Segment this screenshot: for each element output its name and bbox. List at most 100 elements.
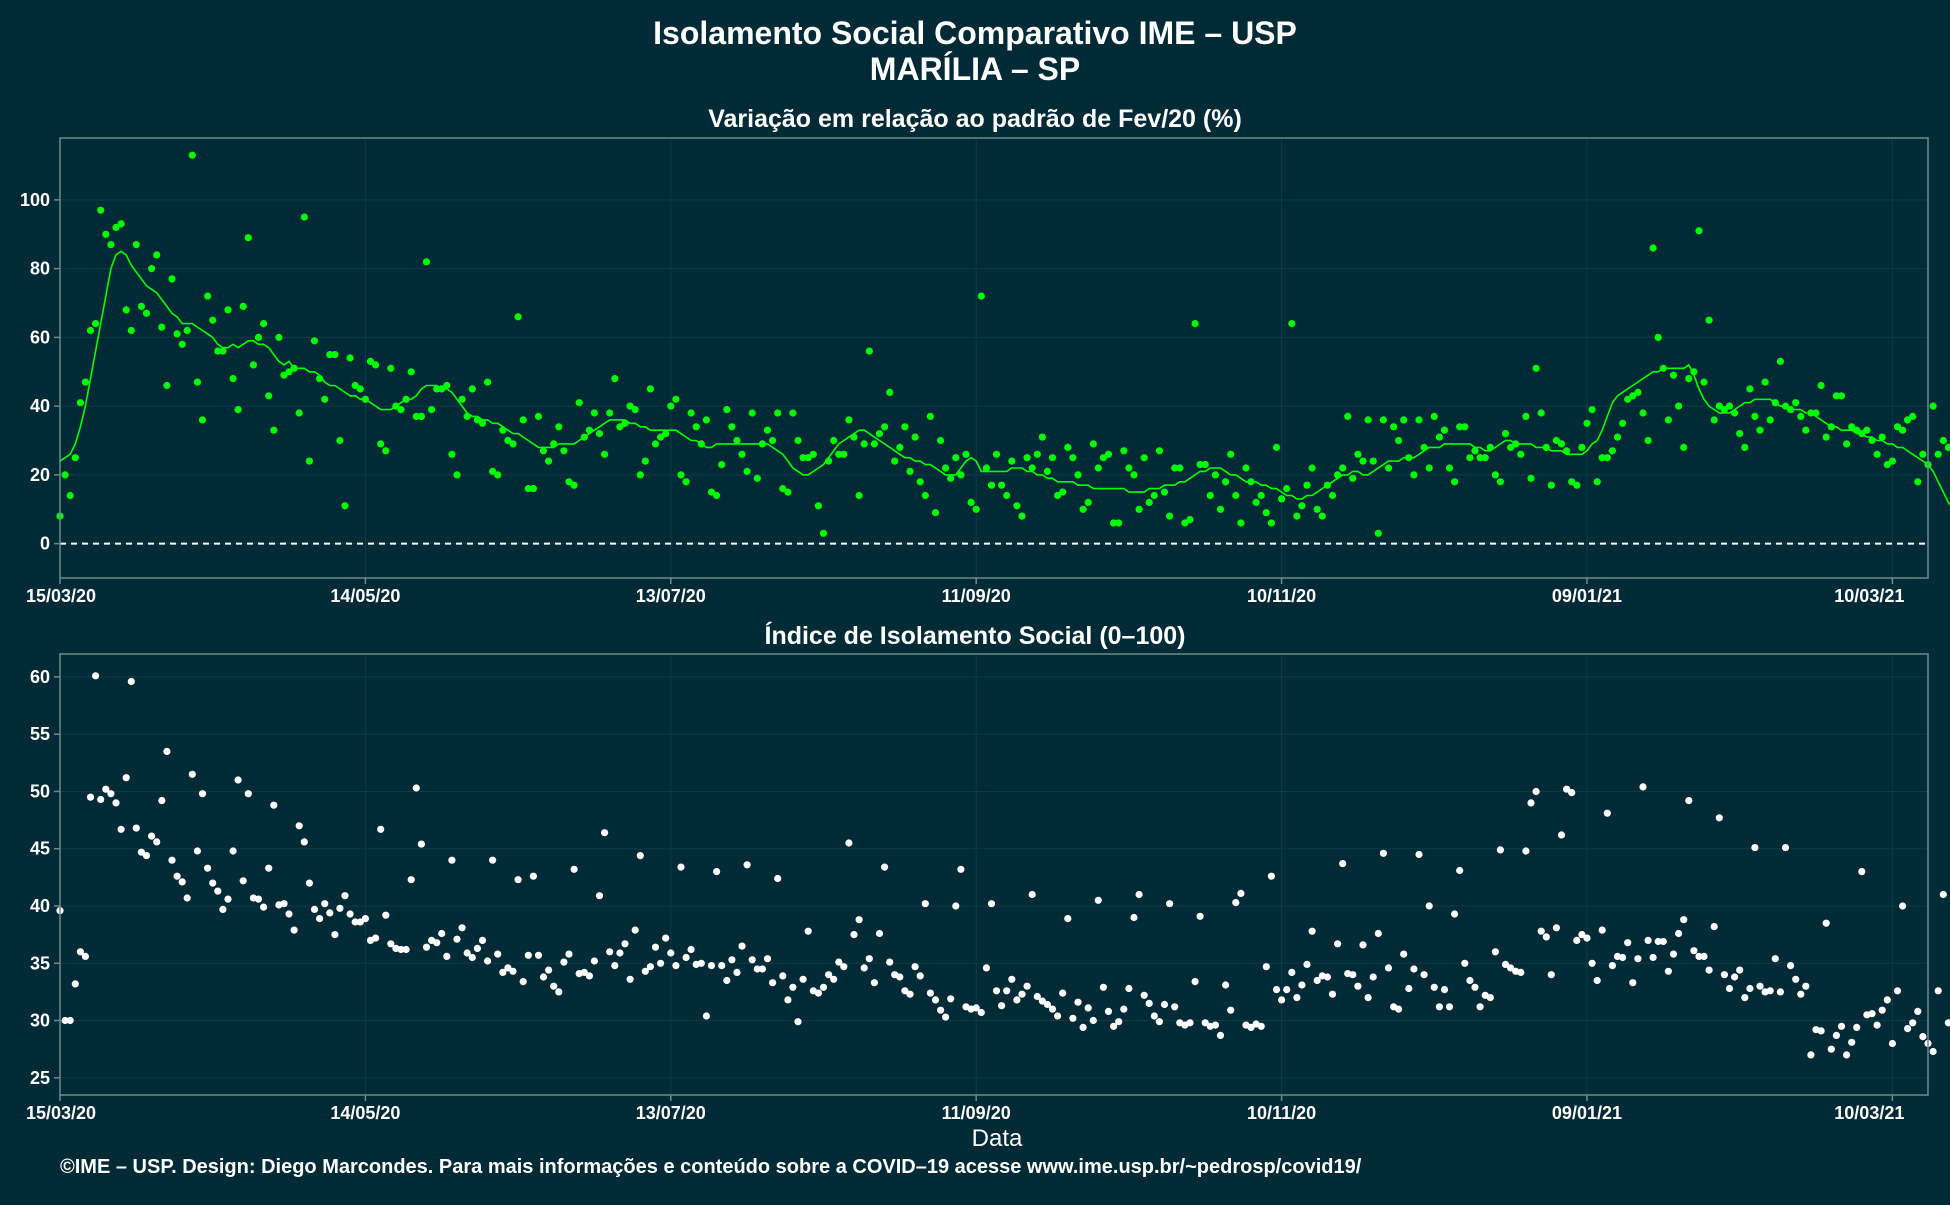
data-point — [1945, 1019, 1950, 1026]
data-point — [896, 444, 903, 451]
data-point — [540, 447, 547, 454]
data-point — [723, 406, 730, 413]
y-tick-label: 50 — [30, 781, 50, 801]
data-point — [1792, 399, 1799, 406]
data-point — [576, 399, 583, 406]
data-point — [1059, 489, 1066, 496]
data-point — [1731, 409, 1738, 416]
data-point — [479, 420, 486, 427]
data-point — [1487, 444, 1494, 451]
data-point — [1787, 962, 1794, 969]
data-point — [1385, 964, 1392, 971]
data-point — [235, 776, 242, 783]
data-point — [403, 396, 410, 403]
data-point — [1013, 996, 1020, 1003]
data-point — [1385, 464, 1392, 471]
data-point — [443, 382, 450, 389]
data-point — [1293, 513, 1300, 520]
data-point — [866, 348, 873, 355]
data-point — [1899, 902, 1906, 909]
data-point — [438, 930, 445, 937]
data-point — [861, 964, 868, 971]
data-point — [881, 423, 888, 430]
data-point — [1930, 403, 1937, 410]
data-point — [163, 748, 170, 755]
data-point — [1080, 506, 1087, 513]
data-point — [1024, 454, 1031, 461]
data-point — [1914, 478, 1921, 485]
data-point — [1940, 437, 1947, 444]
data-point — [1446, 464, 1453, 471]
data-point — [143, 852, 150, 859]
data-point — [978, 293, 985, 300]
data-point — [550, 983, 557, 990]
data-point — [627, 976, 634, 983]
data-point — [759, 440, 766, 447]
data-point — [1405, 454, 1412, 461]
data-point — [1843, 1051, 1850, 1058]
data-point — [1497, 478, 1504, 485]
data-point — [1197, 913, 1204, 920]
data-point — [184, 894, 191, 901]
y-tick-label: 45 — [30, 839, 50, 859]
data-point — [1329, 492, 1336, 499]
data-point — [235, 406, 242, 413]
data-point — [1421, 971, 1428, 978]
data-point — [1818, 382, 1825, 389]
data-point — [1762, 379, 1769, 386]
data-point — [1069, 454, 1076, 461]
data-point — [1863, 427, 1870, 434]
data-point — [550, 440, 557, 447]
data-point — [698, 440, 705, 447]
data-point — [1731, 973, 1738, 980]
data-point — [1492, 948, 1499, 955]
data-point — [1293, 994, 1300, 1001]
data-point — [637, 852, 644, 859]
data-point — [1380, 416, 1387, 423]
data-point — [555, 988, 562, 995]
data-point — [1334, 940, 1341, 947]
data-point — [123, 774, 130, 781]
data-point — [72, 454, 79, 461]
data-point — [754, 475, 761, 482]
data-point — [1186, 1019, 1193, 1026]
data-point — [1721, 971, 1728, 978]
data-point — [993, 451, 1000, 458]
data-point — [1823, 920, 1830, 927]
data-point — [1675, 403, 1682, 410]
data-point — [331, 931, 338, 938]
data-point — [733, 969, 740, 976]
data-point — [652, 440, 659, 447]
plot-area — [60, 138, 1928, 578]
data-point — [1176, 464, 1183, 471]
data-point — [540, 973, 547, 980]
data-point — [1645, 937, 1652, 944]
data-point — [123, 306, 130, 313]
data-point — [423, 258, 430, 265]
data-point — [1258, 492, 1265, 499]
data-point — [723, 977, 730, 984]
data-point — [311, 337, 318, 344]
data-point — [840, 451, 847, 458]
data-point — [535, 952, 542, 959]
data-point — [1451, 910, 1458, 917]
data-point — [815, 502, 822, 509]
data-point — [387, 365, 394, 372]
data-point — [1436, 1003, 1443, 1010]
data-point — [453, 471, 460, 478]
data-point — [219, 906, 226, 913]
data-point — [199, 790, 206, 797]
data-point — [1471, 447, 1478, 454]
data-point — [418, 841, 425, 848]
data-point — [219, 348, 226, 355]
data-point — [1680, 916, 1687, 923]
data-point — [1074, 999, 1081, 1006]
data-point — [1741, 444, 1748, 451]
x-tick-label: 10/03/21 — [1834, 586, 1904, 606]
data-point — [448, 857, 455, 864]
data-point — [133, 241, 140, 248]
data-point — [718, 461, 725, 468]
